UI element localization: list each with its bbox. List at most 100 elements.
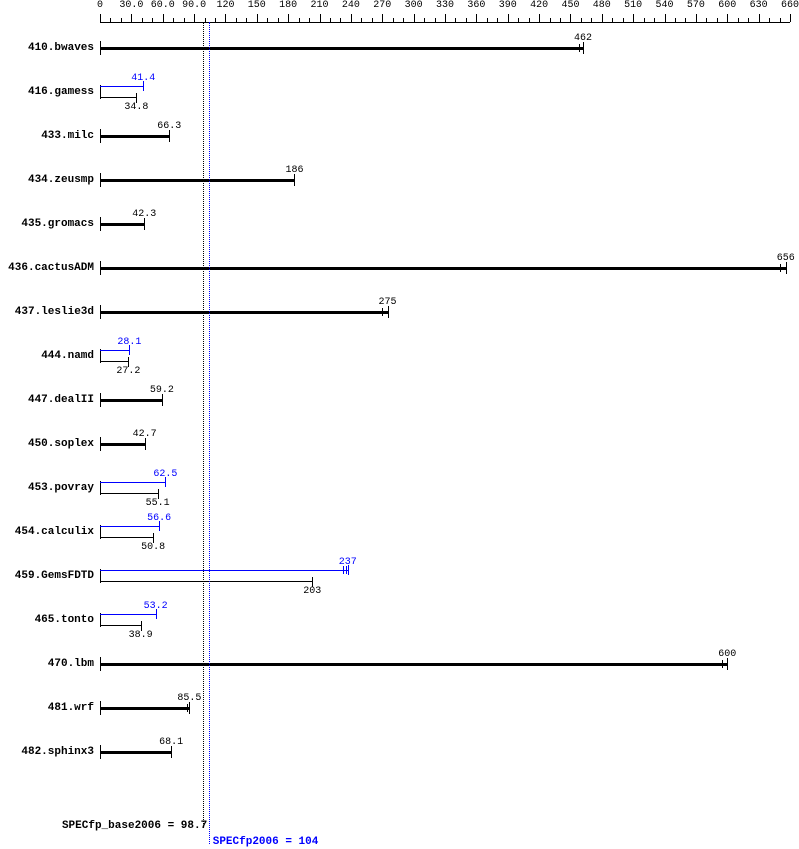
tick-minor	[361, 18, 362, 22]
benchmark-label: 481.wrf	[0, 702, 94, 714]
tick-major	[163, 14, 164, 22]
tick-minor	[685, 18, 686, 22]
tick-major	[320, 14, 321, 22]
tick-label: 330	[436, 0, 454, 11]
benchmark-label: 447.dealII	[0, 394, 94, 406]
benchmark-label: 459.GemsFDTD	[0, 570, 94, 582]
bar-base	[100, 751, 171, 754]
value-label-peak: 56.6	[147, 513, 171, 524]
value-label-base: 38.9	[129, 630, 153, 641]
tick-major	[508, 14, 509, 22]
tick-label: 270	[373, 0, 391, 11]
extra-tick-base	[722, 660, 723, 668]
benchmark-label: 416.gamess	[0, 86, 94, 98]
tick-minor	[215, 18, 216, 22]
tick-major	[665, 14, 666, 22]
extra-tick-base	[579, 44, 580, 52]
tick-label: 180	[279, 0, 297, 11]
tick-label: 90.0	[182, 0, 206, 11]
tick-minor	[591, 18, 592, 22]
benchmark-label: 433.milc	[0, 130, 94, 142]
tick-label: 600	[718, 0, 736, 11]
value-label-base: 66.3	[157, 121, 181, 132]
tick-label: 60.0	[151, 0, 175, 11]
value-label-base: 42.3	[132, 209, 156, 220]
tick-major	[476, 14, 477, 22]
tick-minor	[675, 18, 676, 22]
tick-minor	[581, 18, 582, 22]
tick-minor	[560, 18, 561, 22]
tick-major	[727, 14, 728, 22]
tick-label: 480	[593, 0, 611, 11]
tick-major	[100, 14, 101, 22]
bar-base	[100, 135, 169, 138]
tick-major	[696, 14, 697, 22]
value-label-base: 275	[378, 297, 396, 308]
tick-major	[790, 14, 791, 22]
tick-minor	[497, 18, 498, 22]
tick-minor	[529, 18, 530, 22]
tick-label: 660	[781, 0, 799, 11]
value-label-base: 42.7	[133, 429, 157, 440]
tick-label: 300	[405, 0, 423, 11]
benchmark-label: 435.gromacs	[0, 218, 94, 230]
tick-major	[288, 14, 289, 22]
benchmark-label: 454.calculix	[0, 526, 94, 538]
tick-minor	[644, 18, 645, 22]
tick-minor	[455, 18, 456, 22]
tick-label: 0	[97, 0, 103, 11]
extra-tick-peak	[343, 566, 344, 574]
benchmark-label: 453.povray	[0, 482, 94, 494]
tick-major	[257, 14, 258, 22]
tick-major	[194, 14, 195, 22]
value-label-base: 600	[718, 649, 736, 660]
tick-major	[570, 14, 571, 22]
tick-label: 450	[561, 0, 579, 11]
value-label-base: 186	[285, 165, 303, 176]
benchmark-label: 434.zeusmp	[0, 174, 94, 186]
tick-minor	[393, 18, 394, 22]
tick-major	[759, 14, 760, 22]
bar-peak	[100, 570, 348, 571]
tick-minor	[717, 18, 718, 22]
value-label-base: 34.8	[124, 102, 148, 113]
bar-base	[100, 443, 145, 446]
tick-label: 420	[530, 0, 548, 11]
tick-minor	[612, 18, 613, 22]
tick-minor	[121, 18, 122, 22]
bar-base	[100, 707, 189, 710]
tick-minor	[550, 18, 551, 22]
value-label-base: 203	[303, 586, 321, 597]
tick-minor	[780, 18, 781, 22]
tick-label: 510	[624, 0, 642, 11]
tick-minor	[246, 18, 247, 22]
tick-label: 360	[467, 0, 485, 11]
tick-minor	[267, 18, 268, 22]
value-label-base: 50.8	[141, 542, 165, 553]
benchmark-label: 470.lbm	[0, 658, 94, 670]
value-label-peak: 62.5	[153, 469, 177, 480]
bar-base	[100, 663, 727, 666]
benchmark-label: 482.sphinx3	[0, 746, 94, 758]
bar-base	[100, 361, 128, 362]
extra-tick-peak	[346, 566, 347, 574]
tick-minor	[278, 18, 279, 22]
tick-minor	[372, 18, 373, 22]
tick-label: 570	[687, 0, 705, 11]
tick-minor	[142, 18, 143, 22]
tick-minor	[236, 18, 237, 22]
tick-minor	[518, 18, 519, 22]
value-label-peak: 28.1	[117, 337, 141, 348]
tick-minor	[299, 18, 300, 22]
value-label-base: 85.5	[177, 693, 201, 704]
extra-tick-base	[187, 704, 188, 712]
tick-minor	[340, 18, 341, 22]
bar-base	[100, 493, 158, 494]
bar-base	[100, 311, 388, 314]
tick-minor	[110, 18, 111, 22]
bar-peak	[100, 526, 159, 527]
benchmark-label: 436.cactusADM	[0, 262, 94, 274]
bar-base	[100, 179, 294, 182]
spec-benchmark-chart: 030.060.090.0120150180210240270300330360…	[0, 0, 799, 831]
summary-base-label: SPECfp_base2006 = 98.7	[62, 820, 207, 832]
